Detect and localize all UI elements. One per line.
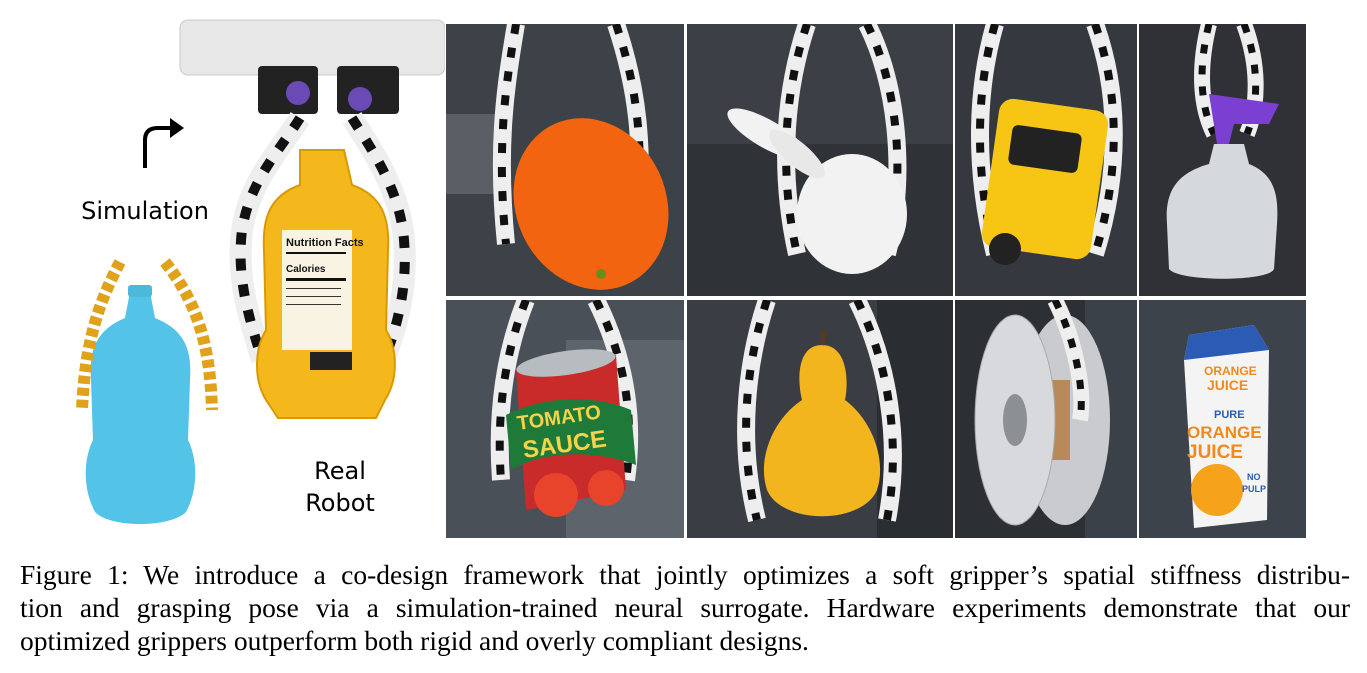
panel-pear	[687, 300, 953, 538]
barcode	[310, 352, 352, 370]
carton-top-text: ORANGE	[1204, 364, 1257, 378]
hero-panel: Nutrition Facts Calories	[76, 19, 445, 524]
nutrition-facts-text: Nutrition Facts	[286, 237, 364, 249]
carton-main-text2: JUICE	[1187, 442, 1243, 463]
panel-toy-car	[955, 24, 1137, 296]
carton-pulp-text1: NO	[1247, 472, 1261, 482]
caption-line-3: optimized grippers outperform both rigid…	[20, 625, 809, 656]
carton-pulp-text2: PULP	[1242, 484, 1266, 494]
yellow-pear	[763, 345, 881, 517]
real-robot-label: Real Robot	[290, 455, 390, 519]
simulated-finger-left	[76, 259, 126, 411]
simulated-finger-right	[160, 258, 218, 411]
carton-main-text1: ORANGE	[1187, 423, 1262, 442]
panel-tomato-sauce: TOMATO SAUCE	[446, 300, 684, 538]
stanford-bunny	[797, 154, 907, 274]
spray-trigger	[1209, 94, 1279, 144]
nutrition-label	[282, 230, 352, 350]
panel-bunny	[687, 24, 953, 296]
servo-horn-left	[286, 81, 310, 105]
carton-pure-text: PURE	[1214, 409, 1245, 421]
orange-slice-graphic	[1191, 464, 1243, 516]
simulation-label: Simulation	[81, 197, 209, 225]
figure-caption: Figure 1: We introduce a co-design frame…	[20, 558, 1350, 657]
panel-mango	[446, 24, 684, 296]
real-robot-label-line1: Real	[314, 457, 366, 485]
mango-fruit	[513, 118, 669, 290]
panel-orange-juice: ORANGE JUICE PURE ORANGE JUICE NO PULP	[1139, 300, 1306, 538]
carton-top-text2: JUICE	[1207, 377, 1248, 393]
caption-line-2: tion and grasping pose via a simulation-…	[20, 592, 1350, 623]
real-robot-label-line2: Robot	[305, 489, 375, 517]
spray-bottle-body	[1166, 144, 1278, 279]
caption-line-1: Figure 1: We introduce a co-design frame…	[20, 559, 1350, 590]
curved-arrow-icon	[143, 126, 172, 168]
calories-text: Calories	[286, 264, 326, 275]
teaser-figure: Nutrition Facts Calories Simulation Real…	[76, 19, 1306, 538]
servo-horn-right	[348, 87, 372, 111]
simulated-bottle	[85, 292, 196, 524]
panel-spray-bottle	[1139, 24, 1306, 296]
panel-filament-spool	[955, 300, 1137, 538]
